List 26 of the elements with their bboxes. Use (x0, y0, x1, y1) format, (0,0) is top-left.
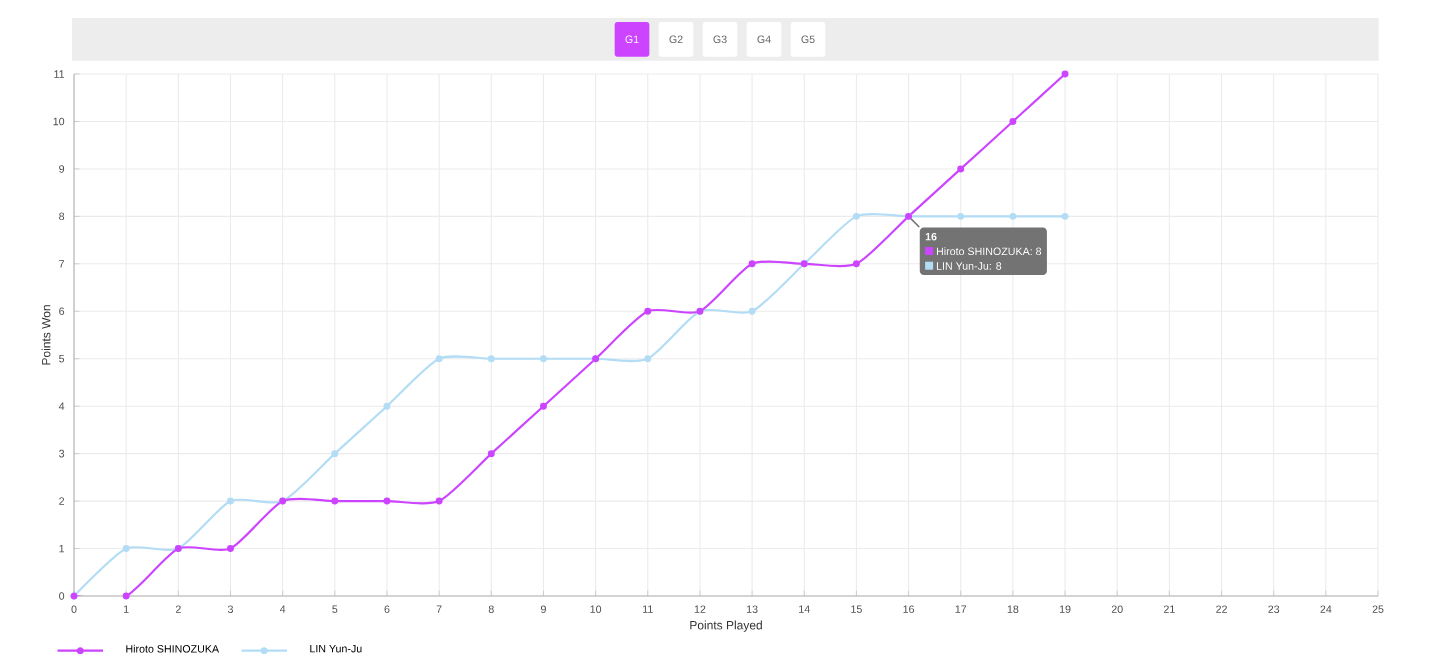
point (122, 592, 130, 600)
point (852, 260, 860, 268)
point (852, 212, 860, 220)
point (331, 497, 339, 505)
point (383, 497, 391, 505)
point (383, 402, 391, 410)
point (331, 450, 339, 458)
point (1061, 212, 1069, 220)
point (227, 545, 234, 553)
point (1009, 117, 1017, 125)
point (487, 355, 495, 363)
point (122, 545, 130, 553)
point (644, 355, 652, 363)
point (227, 497, 234, 505)
point (644, 307, 652, 315)
point (957, 165, 965, 173)
point (539, 355, 547, 363)
point (487, 450, 495, 458)
point (435, 497, 443, 505)
point (748, 260, 756, 268)
point (957, 212, 965, 220)
point (1061, 70, 1069, 78)
point (748, 307, 756, 315)
point (539, 402, 547, 410)
point (1009, 212, 1017, 220)
point (435, 355, 443, 363)
